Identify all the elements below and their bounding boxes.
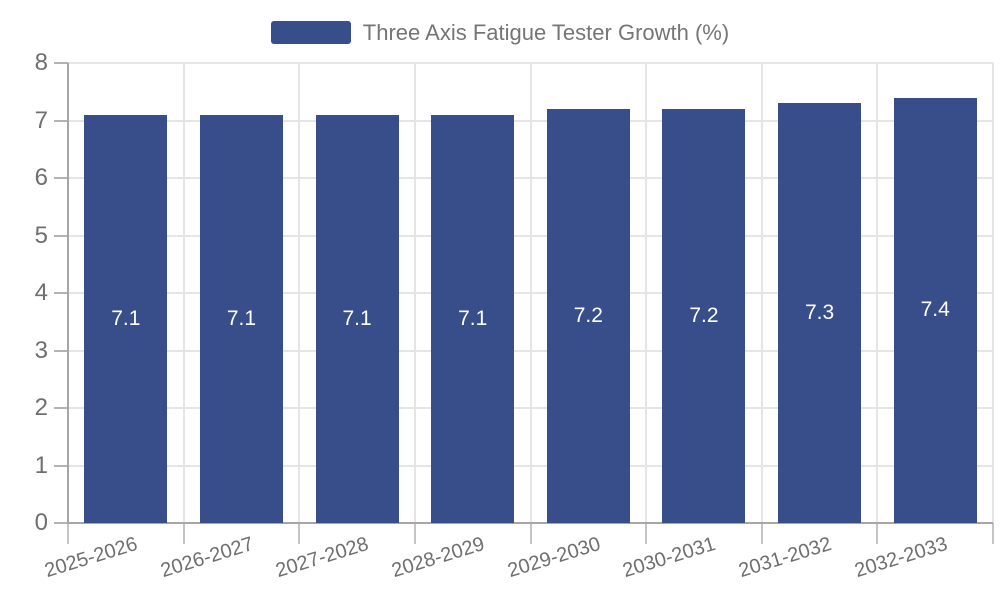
y-tick: [54, 349, 68, 352]
bar[interactable]: 7.1: [84, 114, 168, 523]
x-tick-label: 2028-2029: [389, 533, 488, 583]
x-gridline: [760, 63, 763, 523]
y-tick-label: 7: [34, 106, 48, 134]
x-tick: [645, 523, 648, 544]
x-tick: [529, 523, 532, 544]
bar-value-label: 7.2: [689, 304, 719, 327]
x-tick-label: 2031-2032: [736, 533, 834, 583]
bar[interactable]: 7.1: [199, 114, 283, 523]
y-tick: [54, 62, 68, 64]
x-tick: [760, 523, 763, 544]
bar-value-label: 7.3: [804, 301, 835, 325]
x-tick: [876, 523, 879, 544]
y-tick-label: 5: [34, 221, 48, 249]
x-gridline: [645, 63, 648, 523]
y-tick: [54, 522, 68, 524]
bar[interactable]: 7.1: [315, 114, 399, 523]
bar[interactable]: 7.3: [778, 103, 862, 523]
y-tick-label: 4: [34, 279, 48, 306]
bar[interactable]: 7.2: [546, 109, 630, 523]
x-tick-label: 2026-2027: [157, 533, 256, 583]
legend-item[interactable]: Three Axis Fatigue Tester Growth (%): [270, 19, 730, 45]
y-axis-line: [67, 63, 69, 523]
y-tick-label: 2: [34, 394, 48, 421]
y-tick: [54, 234, 68, 237]
x-tick-label: 2030-2031: [620, 533, 719, 583]
x-tick-label: 2027-2028: [273, 533, 372, 583]
x-gridline: [529, 63, 532, 523]
x-tick: [67, 523, 69, 544]
x-tick: [413, 523, 416, 544]
y-tick: [54, 464, 68, 467]
legend-label: Three Axis Fatigue Tester Growth (%): [362, 19, 730, 45]
y-tick-label: 1: [34, 451, 48, 479]
y-tick-label: 6: [34, 164, 48, 191]
x-tick-label: 2032-2033: [851, 533, 950, 583]
bar-value-label: 7.1: [458, 306, 488, 330]
x-gridline: [992, 63, 994, 523]
y-tick-label: 8: [34, 49, 48, 76]
bar[interactable]: 7.1: [431, 114, 515, 523]
bar[interactable]: 7.2: [662, 109, 746, 523]
bar-value-label: 7.1: [342, 306, 372, 330]
x-gridline: [182, 63, 185, 523]
x-tick: [298, 523, 301, 544]
legend-color-swatch: [270, 20, 351, 44]
plot-area: 0 1 2 3 4 5 6 7 8 7.1 2025-2026 7.1 2026-2027 7.1 2027…: [35, 50, 994, 582]
bar[interactable]: 7.4: [893, 97, 977, 523]
legend: Three Axis Fatigue Tester Growth (%): [0, 16, 1000, 48]
x-gridline: [298, 63, 301, 523]
x-gridline: [876, 63, 879, 523]
x-tick: [992, 523, 994, 544]
x-gridline: [413, 63, 416, 523]
y-tick-label: 0: [34, 509, 48, 536]
y-tick: [54, 292, 68, 294]
x-axis-line: [67, 522, 993, 524]
y-tick: [54, 407, 68, 409]
x-tick: [182, 523, 185, 544]
y-tick: [54, 119, 68, 122]
bar-value-label: 7.1: [111, 306, 141, 330]
x-tick-label: 2029-2030: [504, 533, 603, 583]
y-tick-label: 3: [34, 336, 48, 364]
x-tick-label: 2025-2026: [42, 533, 141, 583]
bar-value-label: 7.4: [920, 298, 950, 322]
bar-value-label: 7.2: [573, 304, 603, 327]
bar-value-label: 7.1: [226, 306, 257, 330]
y-tick: [54, 177, 68, 179]
